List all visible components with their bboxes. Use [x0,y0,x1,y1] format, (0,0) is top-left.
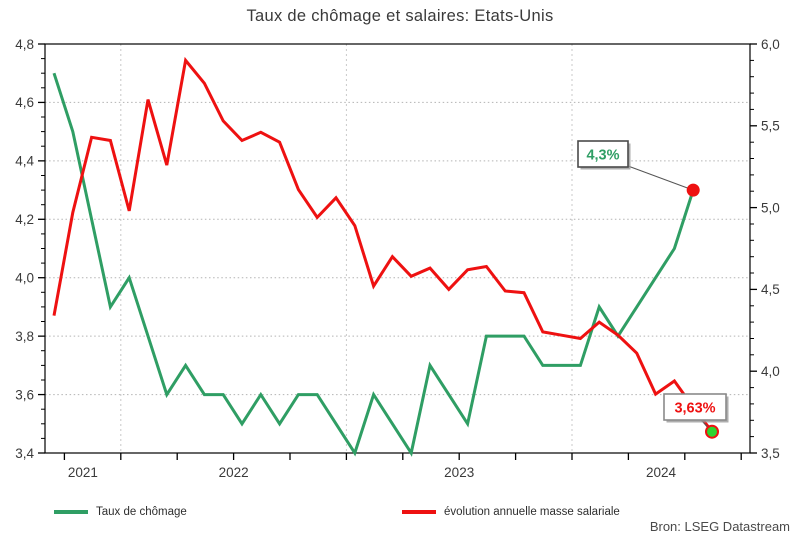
right-tick-label: 5,5 [761,119,780,134]
x-year-label: 2024 [646,465,677,480]
chart-title: Taux de chômage et salaires: Etats-Unis [246,7,554,25]
left-tick-label: 4,8 [15,37,34,52]
left-tick-label: 4,4 [15,154,34,169]
unemployment-line-swatch [54,510,88,514]
legend-label-payroll: évolution annuelle masse salariale [444,506,620,518]
right-tick-label: 3,5 [761,446,780,461]
x-year-label: 2023 [444,465,474,480]
legend-label-unemployment: Taux de chômage [96,506,187,518]
annotation-value: 3,63% [674,401,715,417]
annotation-connector [627,165,694,191]
left-tick-label: 3,6 [15,387,34,402]
right-tick-label: 5,0 [761,200,780,215]
left-tick-label: 4,2 [15,212,34,227]
legend-item-unemployment: Taux de chômage [54,506,187,518]
left-tick-label: 4,6 [15,95,34,110]
left-tick-label: 3,8 [15,329,34,344]
line-chart-plot: 4,8 4,6 4,4 4,2 4,0 3,8 3,6 3,4 6,0 5,5 5,0 4,5 4,0 3… [15,37,780,480]
series-end-marker-0 [686,183,700,197]
right-tick-label: 6,0 [761,37,780,52]
source-note: Bron: LSEG Datastream [649,519,790,534]
x-year-label: 2021 [68,465,98,480]
payroll-line-swatch [402,510,436,514]
legend-item-payroll: évolution annuelle masse salariale [402,506,620,518]
series-line-1 [52,56,714,433]
annotation-box [577,140,629,168]
annotation-box [663,393,727,421]
left-tick-label: 3,4 [15,446,34,461]
annotation-value: 4,3% [586,148,619,164]
series-line-0 [52,72,695,457]
right-tick-label: 4,5 [761,282,780,297]
x-year-label: 2022 [219,465,249,480]
series-end-marker-1 [705,424,719,439]
left-tick-label: 4,0 [15,271,34,286]
right-tick-label: 4,0 [761,364,780,379]
